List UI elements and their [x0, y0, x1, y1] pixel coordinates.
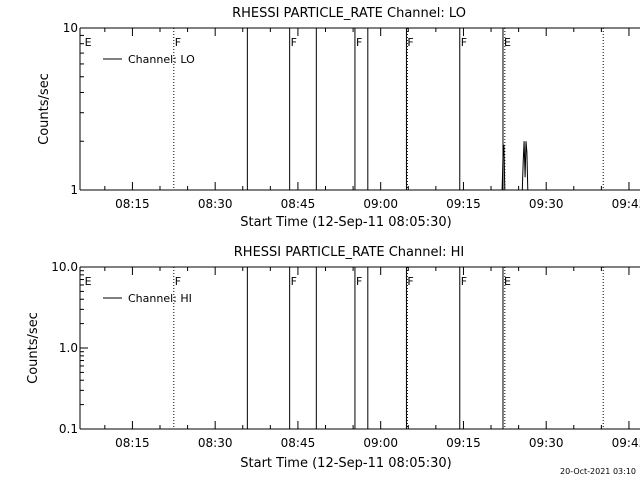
y-tick-label: 10: [63, 21, 78, 35]
x-tick-label: 09:30: [529, 197, 564, 211]
y-tick-label: 10.0: [51, 260, 78, 274]
x-axis-label: Start Time (12-Sep-11 08:05:30): [240, 456, 451, 471]
event-flag: F: [461, 36, 467, 49]
chart-panel-hi: RHESSI PARTICLE_RATE Channel: HI Start T…: [26, 245, 640, 471]
series-line: [501, 141, 529, 191]
event-flag: E: [85, 36, 92, 49]
x-tick-label: 08:30: [198, 436, 233, 450]
x-tick-label: 09:00: [363, 197, 398, 211]
event-flag: F: [175, 275, 181, 288]
footer-timestamp: 20-Oct-2021 03:10: [560, 467, 636, 476]
legend-label: Channel: LO: [128, 53, 195, 66]
chart-title: RHESSI PARTICLE_RATE Channel: HI: [234, 245, 464, 260]
y-tick-label: 1: [70, 183, 78, 197]
event-flag: F: [461, 275, 467, 288]
event-flag: F: [407, 36, 413, 49]
event-flag: F: [291, 36, 297, 49]
event-flag: E: [504, 36, 511, 49]
event-flag: F: [356, 275, 362, 288]
event-flag: F: [291, 275, 297, 288]
y-tick-label: 1.0: [59, 341, 78, 355]
event-flag: F: [356, 36, 362, 49]
chart-panel-lo: RHESSI PARTICLE_RATE Channel: LO Start T…: [37, 6, 640, 230]
x-tick-label: 09:15: [446, 197, 481, 211]
x-tick-label: 08:15: [115, 436, 150, 450]
x-tick-label: 09:45: [612, 197, 640, 211]
event-flag: E: [504, 275, 511, 288]
x-tick-label: 09:30: [529, 436, 564, 450]
y-axis-label: Counts/sec: [26, 312, 41, 384]
event-flag: E: [85, 275, 92, 288]
x-tick-label: 08:15: [115, 197, 150, 211]
x-tick-label: 09:45: [612, 436, 640, 450]
chart-title: RHESSI PARTICLE_RATE Channel: LO: [232, 6, 466, 21]
event-flag: F: [175, 36, 181, 49]
x-axis-label: Start Time (12-Sep-11 08:05:30): [240, 215, 451, 230]
y-axis-label: Counts/sec: [37, 73, 52, 145]
y-tick-label: 0.1: [59, 422, 78, 436]
event-flag: F: [407, 275, 413, 288]
x-tick-label: 08:30: [198, 197, 233, 211]
x-tick-label: 09:15: [446, 436, 481, 450]
x-tick-label: 08:45: [281, 436, 316, 450]
legend-label: Channel: HI: [128, 292, 192, 305]
x-tick-label: 09:00: [363, 436, 398, 450]
x-tick-label: 08:45: [281, 197, 316, 211]
